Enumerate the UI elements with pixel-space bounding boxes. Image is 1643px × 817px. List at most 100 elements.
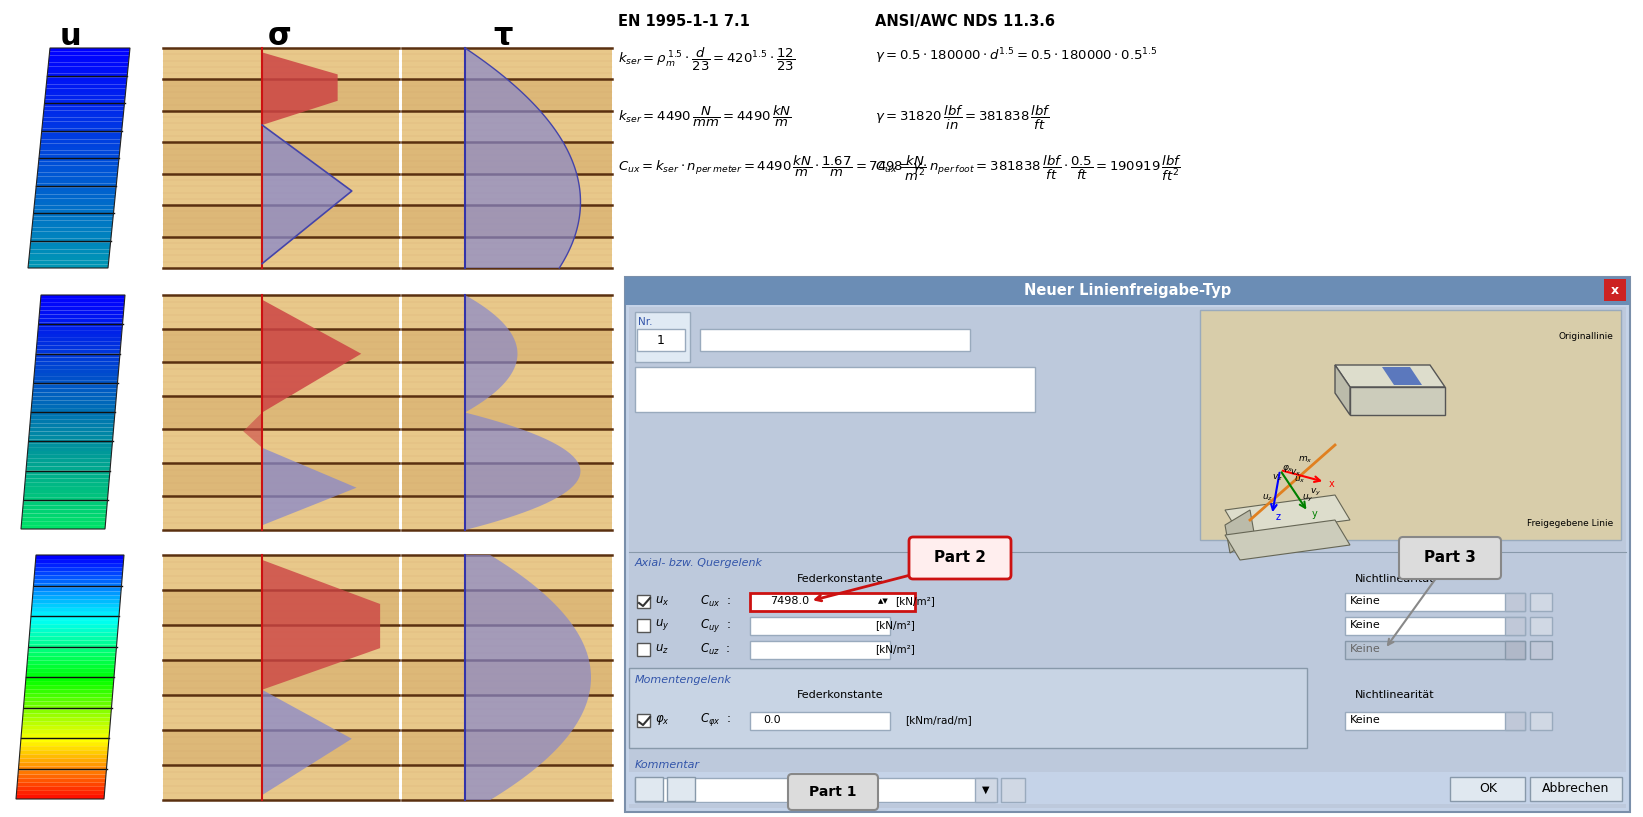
Polygon shape xyxy=(21,730,110,734)
Polygon shape xyxy=(30,628,118,632)
Polygon shape xyxy=(30,420,115,424)
Bar xyxy=(163,429,399,463)
Bar xyxy=(749,593,915,611)
Polygon shape xyxy=(465,555,591,800)
Text: Federkonstante: Federkonstante xyxy=(797,690,884,700)
FancyBboxPatch shape xyxy=(1398,537,1502,579)
Bar xyxy=(403,695,611,730)
Text: 7498.0: 7498.0 xyxy=(771,596,808,606)
Polygon shape xyxy=(28,443,112,447)
Polygon shape xyxy=(48,74,128,78)
Bar xyxy=(403,497,611,530)
Bar xyxy=(634,367,1035,412)
Polygon shape xyxy=(39,319,123,322)
Polygon shape xyxy=(21,734,110,738)
Bar xyxy=(637,714,651,727)
Text: $u_z$: $u_z$ xyxy=(1262,493,1273,503)
Polygon shape xyxy=(16,787,105,791)
Bar xyxy=(403,328,611,362)
Polygon shape xyxy=(26,673,115,677)
Text: ANSI/AWC NDS 11.3.6: ANSI/AWC NDS 11.3.6 xyxy=(876,14,1055,29)
Polygon shape xyxy=(26,677,113,681)
Polygon shape xyxy=(18,779,105,783)
Bar xyxy=(749,641,891,659)
Polygon shape xyxy=(33,385,117,389)
Bar xyxy=(163,497,399,530)
Polygon shape xyxy=(23,709,112,713)
Polygon shape xyxy=(46,92,125,96)
Polygon shape xyxy=(31,612,120,616)
Bar xyxy=(624,277,1630,305)
Polygon shape xyxy=(41,132,122,136)
Polygon shape xyxy=(43,125,122,128)
Polygon shape xyxy=(28,261,108,265)
Polygon shape xyxy=(35,202,115,206)
Polygon shape xyxy=(23,717,110,721)
Bar xyxy=(700,329,969,351)
Text: Nr.: Nr. xyxy=(637,317,652,327)
Text: $m_x$: $m_x$ xyxy=(1298,455,1313,465)
Polygon shape xyxy=(26,665,115,669)
Polygon shape xyxy=(263,52,338,125)
Text: Part 1: Part 1 xyxy=(810,785,856,799)
Bar xyxy=(163,695,399,730)
Polygon shape xyxy=(36,555,123,559)
Bar xyxy=(163,765,399,800)
Bar xyxy=(1530,777,1622,801)
Bar xyxy=(629,668,1308,748)
Polygon shape xyxy=(39,154,120,158)
Polygon shape xyxy=(39,306,123,310)
Bar xyxy=(163,555,399,590)
Text: $u_x$: $u_x$ xyxy=(1295,475,1306,485)
Text: Part 3: Part 3 xyxy=(1424,550,1475,565)
Bar xyxy=(403,79,611,111)
Polygon shape xyxy=(21,521,105,525)
Polygon shape xyxy=(21,525,105,529)
Polygon shape xyxy=(31,400,117,404)
Polygon shape xyxy=(18,766,107,770)
Text: [kN/m²]: [kN/m²] xyxy=(876,644,915,654)
Polygon shape xyxy=(31,604,120,608)
Text: Keine: Keine xyxy=(1351,620,1380,630)
Bar xyxy=(163,730,399,765)
Polygon shape xyxy=(36,342,122,346)
Polygon shape xyxy=(28,451,112,455)
Polygon shape xyxy=(1226,520,1351,560)
Text: $C_{\varphi x}$  :: $C_{\varphi x}$ : xyxy=(700,712,731,729)
Bar xyxy=(163,328,399,362)
Bar xyxy=(974,778,997,802)
Polygon shape xyxy=(33,596,120,600)
Bar xyxy=(403,660,611,695)
Bar xyxy=(403,295,611,328)
Polygon shape xyxy=(465,295,580,530)
Bar xyxy=(1346,593,1525,611)
Text: [kN/m²]: [kN/m²] xyxy=(895,596,935,606)
Polygon shape xyxy=(38,330,122,334)
Polygon shape xyxy=(263,690,352,795)
Polygon shape xyxy=(1336,365,1351,415)
Polygon shape xyxy=(49,56,130,59)
Polygon shape xyxy=(243,413,263,448)
Text: ▼: ▼ xyxy=(983,785,989,795)
Text: τ: τ xyxy=(493,22,513,51)
Polygon shape xyxy=(46,88,127,92)
Bar xyxy=(403,555,611,800)
Polygon shape xyxy=(23,705,112,709)
Polygon shape xyxy=(26,455,112,459)
Polygon shape xyxy=(31,600,120,604)
Bar xyxy=(163,362,399,395)
Polygon shape xyxy=(30,620,118,624)
Bar xyxy=(1505,712,1525,730)
Polygon shape xyxy=(25,478,110,482)
Bar xyxy=(749,712,891,730)
Bar xyxy=(637,595,651,608)
Polygon shape xyxy=(263,300,361,413)
Bar xyxy=(163,174,399,205)
Polygon shape xyxy=(49,51,130,56)
Polygon shape xyxy=(30,243,110,246)
Polygon shape xyxy=(33,579,122,583)
Polygon shape xyxy=(1351,387,1444,415)
Polygon shape xyxy=(28,653,117,657)
Polygon shape xyxy=(16,795,105,799)
Text: $C_{ux}=k_{ser}\cdot n_{per\,meter}=4490\,\dfrac{kN}{m}\cdot\dfrac{1.67}{m}=7498: $C_{ux}=k_{ser}\cdot n_{per\,meter}=4490… xyxy=(618,154,927,183)
